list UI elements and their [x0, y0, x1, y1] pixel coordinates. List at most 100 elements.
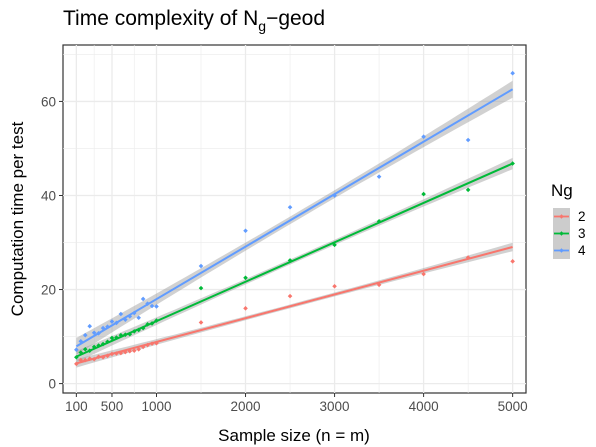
legend: Ng 2 3 4 — [551, 181, 586, 259]
data-point-4 — [145, 301, 150, 306]
data-point-3 — [109, 335, 115, 341]
data-point-2 — [96, 354, 101, 360]
data-point-3 — [376, 219, 382, 224]
data-point-2 — [131, 348, 137, 353]
plot-panel — [62, 44, 527, 394]
data-point-2 — [100, 354, 106, 360]
chart-title-subscript: g — [258, 18, 266, 34]
data-point-2 — [198, 320, 204, 325]
data-point-3 — [198, 285, 204, 291]
data-point-4 — [82, 332, 88, 338]
data-point-3 — [127, 331, 133, 337]
data-point-4 — [109, 319, 115, 324]
data-point-3 — [114, 335, 119, 340]
legend-label-3: 3 — [578, 226, 586, 241]
data-point-3 — [100, 341, 106, 347]
data-point-2 — [105, 353, 110, 359]
legend-point-2 — [559, 214, 564, 219]
data-point-4 — [114, 320, 119, 326]
data-point-3 — [87, 348, 93, 353]
chart-title-main: Time complexity of N — [63, 7, 258, 30]
data-point-4 — [96, 330, 101, 336]
data-point-2 — [332, 283, 337, 289]
data-point-4 — [74, 347, 79, 353]
data-point-3 — [136, 327, 141, 333]
data-point-4 — [149, 303, 155, 309]
data-point-4 — [123, 317, 128, 322]
data-point-2 — [149, 341, 155, 346]
data-point-4 — [376, 174, 382, 179]
data-point-3 — [131, 329, 137, 334]
data-point-2 — [78, 357, 84, 363]
data-point-3 — [96, 343, 101, 348]
data-point-2 — [123, 349, 128, 355]
data-point-3 — [105, 339, 110, 345]
data-point-3 — [149, 321, 155, 326]
data-point-3 — [154, 318, 159, 323]
data-point-4 — [243, 228, 248, 234]
data-point-4 — [198, 263, 204, 269]
data-point-3 — [287, 258, 293, 263]
chart-title: Time complexity of Ng−geod — [63, 7, 325, 34]
legend-label-4: 4 — [578, 243, 586, 258]
data-point-2 — [510, 259, 515, 264]
data-point-3 — [140, 325, 146, 331]
x-axis-title: Sample size (n = m) — [218, 426, 370, 445]
data-point-4 — [91, 330, 97, 336]
x-tick-label: 500 — [101, 399, 124, 414]
data-point-2 — [243, 306, 248, 311]
y-tick-label: 60 — [41, 94, 56, 109]
data-point-2 — [287, 293, 293, 299]
data-point-2 — [82, 357, 88, 363]
x-tick-label: 3000 — [320, 399, 350, 414]
data-point-2 — [136, 346, 141, 352]
data-point-4 — [131, 310, 137, 316]
data-point-4 — [332, 193, 337, 198]
data-point-3 — [421, 191, 426, 197]
x-tick-label: 1000 — [141, 399, 171, 414]
data-point-3 — [243, 275, 248, 281]
data-point-4 — [78, 338, 84, 344]
legend-label-2: 2 — [578, 209, 586, 224]
data-points — [74, 70, 515, 367]
x-axis: 100 500 1000 2000 3000 4000 5000 — [65, 393, 528, 414]
data-point-2 — [91, 356, 97, 362]
data-point-2 — [376, 282, 382, 288]
data-point-2 — [87, 356, 93, 361]
data-point-2 — [154, 340, 159, 346]
data-point-4 — [154, 304, 159, 309]
y-axis-title: Computation time per test — [8, 121, 27, 316]
legend-point-3 — [559, 231, 564, 236]
data-point-3 — [123, 332, 128, 337]
y-tick-label: 20 — [41, 283, 56, 298]
data-point-4 — [287, 204, 293, 210]
data-point-4 — [100, 325, 106, 331]
data-point-4 — [105, 324, 110, 329]
x-tick-label: 100 — [65, 399, 88, 414]
data-point-3 — [465, 187, 471, 193]
legend-title: Ng — [551, 181, 573, 200]
data-point-3 — [74, 354, 79, 360]
data-point-2 — [74, 361, 79, 367]
y-axis: 0 20 40 60 — [41, 94, 63, 392]
x-tick-label: 2000 — [231, 399, 261, 414]
data-point-3 — [118, 332, 124, 338]
data-point-2 — [109, 351, 115, 357]
x-tick-label: 5000 — [498, 399, 528, 414]
y-tick-label: 0 — [48, 377, 56, 392]
data-point-2 — [465, 255, 471, 260]
data-point-3 — [78, 350, 84, 355]
data-point-2 — [118, 350, 124, 356]
data-point-4 — [87, 323, 93, 329]
data-point-3 — [91, 344, 97, 350]
data-point-4 — [127, 314, 133, 319]
chart-title-suffix: −geod — [266, 7, 325, 30]
data-point-3 — [332, 242, 337, 248]
data-point-2 — [145, 342, 150, 348]
data-point-4 — [136, 315, 141, 321]
data-point-2 — [421, 271, 426, 277]
data-point-4 — [140, 296, 146, 302]
data-point-4 — [510, 70, 515, 76]
grid-major — [63, 45, 526, 393]
